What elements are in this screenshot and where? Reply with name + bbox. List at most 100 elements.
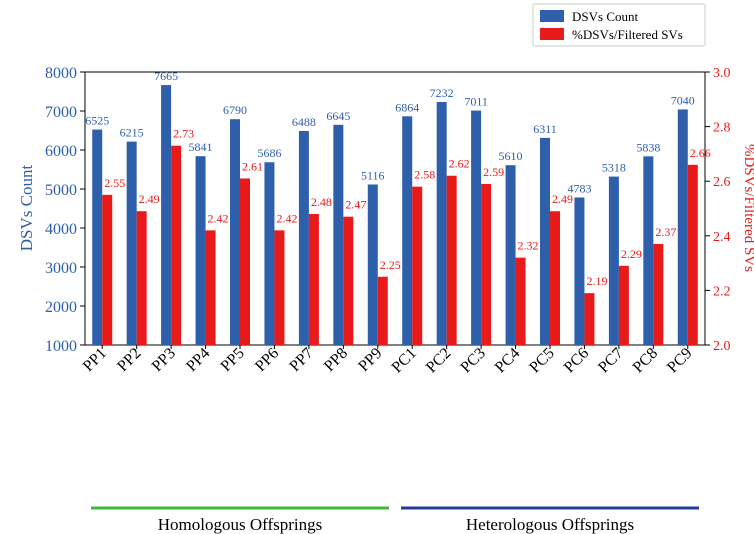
bar-pct-dsvs: [515, 257, 526, 345]
data-label-pct-dsvs: 2.59: [483, 165, 504, 179]
group-label: Homologous Offsprings: [158, 515, 323, 534]
bar-dsvs-count: [505, 165, 516, 345]
data-label-pct-dsvs: 2.42: [208, 211, 229, 225]
legend-label-dsvs-count: DSVs Count: [572, 9, 638, 24]
data-label-pct-dsvs: 2.49: [139, 192, 160, 206]
plot-frame: [84, 71, 706, 346]
legend: DSVs Count %DSVs/Filtered SVs: [532, 3, 706, 47]
y2-axis-title: %DSVs/Filtered SVs: [741, 144, 754, 272]
data-label-dsvs-count: 6645: [326, 109, 350, 123]
bar-pct-dsvs: [274, 230, 285, 345]
data-label-dsvs-count: 5318: [602, 161, 626, 175]
y-tick-label: 1000: [45, 338, 77, 355]
bar-pct-dsvs: [618, 265, 629, 345]
bar-dsvs-count: [298, 130, 309, 345]
bar-dsvs-count: [92, 129, 103, 345]
bar-dsvs-count: [161, 85, 172, 345]
bar-dsvs-count: [230, 119, 240, 345]
bar-pct-dsvs: [308, 213, 319, 345]
data-label-pct-dsvs: 2.62: [449, 157, 470, 171]
x-tick-label: PP6: [252, 345, 282, 375]
y-tick-label: 7000: [45, 104, 77, 121]
y-tick-label: 2000: [45, 299, 77, 316]
data-label-pct-dsvs: 2.47: [345, 198, 366, 212]
bar-pct-dsvs: [240, 178, 250, 345]
x-tick-label: PP8: [321, 345, 351, 375]
data-label-pct-dsvs: 2.25: [380, 258, 401, 272]
y-tick-label: 6000: [45, 143, 77, 160]
data-label-pct-dsvs: 2.55: [104, 176, 125, 190]
x-tick-label: PP2: [114, 345, 144, 375]
data-label-pct-dsvs: 2.66: [690, 146, 711, 160]
data-label-dsvs-count: 7232: [430, 86, 454, 100]
y2-tick-label: 3.0: [713, 66, 731, 81]
group-brackets: Homologous Offsprings Heterologous Offspr…: [91, 506, 699, 534]
bar-pct-dsvs: [377, 276, 388, 345]
data-label-dsvs-count: 7040: [671, 93, 695, 107]
bar-pct-dsvs: [550, 211, 560, 345]
bar-dsvs-count: [574, 197, 585, 345]
legend-box: [532, 3, 706, 47]
axis-ticks: 1000 2000 3000 4000 5000 6000 7000 8000 2.0 2.2 2.…: [45, 65, 731, 355]
x-tick-label: PC6: [561, 345, 593, 377]
bar-dsvs-count: [367, 184, 378, 345]
data-label-pct-dsvs: 2.19: [586, 274, 607, 288]
data-label-pct-dsvs: 2.48: [311, 195, 332, 209]
data-label-pct-dsvs: 2.49: [552, 192, 573, 206]
bar-pct-dsvs: [653, 243, 664, 345]
bar-pct-dsvs: [446, 175, 457, 345]
x-tick-label: PP3: [149, 345, 179, 375]
bar-dsvs-count: [608, 176, 619, 345]
bars: [92, 85, 698, 346]
y-axis-title: DSVs Count: [17, 165, 36, 252]
bar-dsvs-count: [126, 141, 137, 345]
y2-tick-label: 2.6: [713, 175, 731, 190]
x-tick-label: PP7: [286, 345, 316, 375]
y-tick-label: 5000: [45, 182, 77, 199]
bar-dsvs-count: [643, 156, 654, 345]
bar-dsvs-count: [540, 137, 550, 345]
data-label-dsvs-count: 6215: [120, 126, 144, 140]
y-tick-label: 4000: [45, 221, 77, 238]
bar-pct-dsvs: [584, 293, 595, 345]
data-label-dsvs-count: 5686: [257, 146, 281, 160]
x-tick-label: PC2: [423, 345, 455, 377]
x-tick-label: PC1: [389, 345, 421, 377]
data-label-pct-dsvs: 2.29: [621, 247, 642, 261]
bar-dsvs-count: [195, 156, 206, 345]
bar-pct-dsvs: [171, 145, 182, 345]
data-label-dsvs-count: 6311: [533, 122, 557, 136]
data-label-dsvs-count: 5610: [499, 149, 523, 163]
x-tick-label: PC4: [492, 345, 524, 377]
data-label-dsvs-count: 5838: [636, 140, 660, 154]
bar-dsvs-count: [264, 162, 275, 345]
bar-dsvs-count: [333, 124, 344, 345]
data-label-dsvs-count: 6864: [395, 100, 419, 114]
bar-pct-dsvs: [102, 194, 113, 345]
bar-dsvs-count: [677, 109, 688, 345]
data-label-pct-dsvs: 2.58: [414, 168, 435, 182]
data-label-pct-dsvs: 2.37: [655, 225, 676, 239]
y-tick-label: 8000: [45, 65, 77, 82]
y2-tick-label: 2.2: [713, 284, 731, 299]
x-tick-label: PC3: [457, 345, 489, 377]
data-label-dsvs-count: 6488: [292, 115, 316, 129]
y-tick-label: 3000: [45, 260, 77, 277]
x-tick-label: PP4: [183, 345, 213, 375]
data-label-dsvs-count: 4783: [567, 181, 591, 195]
data-label-dsvs-count: 7011: [464, 95, 488, 109]
bar-pct-dsvs: [412, 186, 423, 345]
data-label-pct-dsvs: 2.61: [242, 159, 263, 173]
y2-tick-label: 2.4: [713, 230, 731, 245]
x-tick-label: PP1: [80, 345, 110, 375]
x-tick-label: PC9: [664, 345, 696, 377]
data-label-dsvs-count: 5116: [361, 168, 385, 182]
x-tick-label: PC7: [595, 345, 627, 377]
category-labels: PP1 PP2 PP3 PP4 PP5 PP6 PP7 PP8 PP9 PC1 PC2 PC3 PC4 P…: [80, 345, 696, 377]
x-tick-label: PC5: [526, 345, 558, 377]
bar-dsvs-count: [471, 110, 482, 345]
x-tick-label: PP9: [355, 345, 385, 375]
data-label-dsvs-count: 7665: [154, 69, 178, 83]
